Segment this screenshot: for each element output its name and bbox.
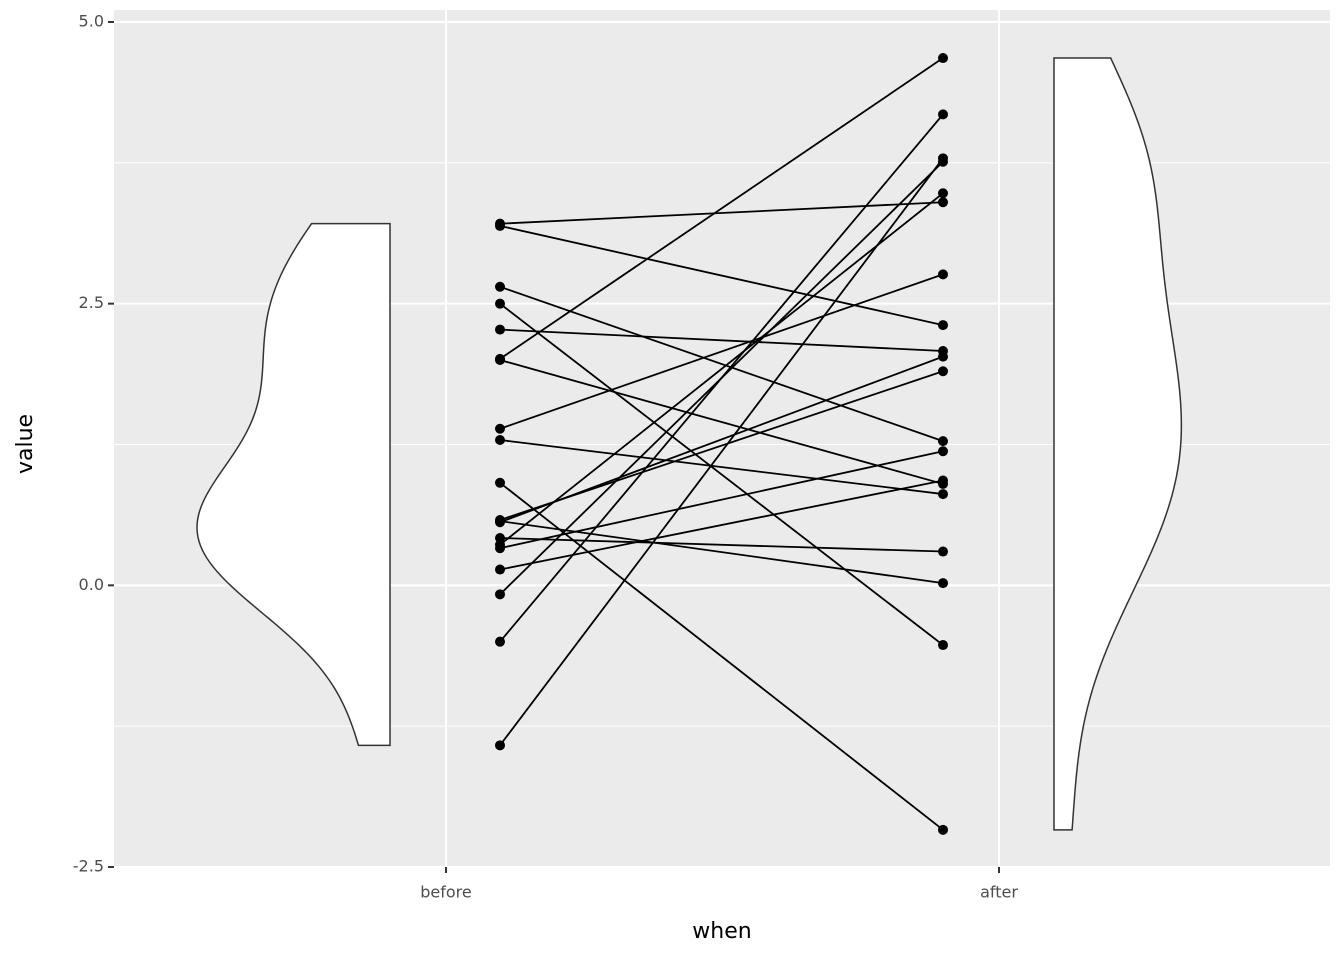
point xyxy=(938,446,948,457)
pair-line xyxy=(499,192,944,546)
point xyxy=(495,564,505,575)
pair-line xyxy=(499,285,944,442)
pair-line xyxy=(499,450,944,550)
point xyxy=(938,269,948,280)
point xyxy=(938,824,948,835)
pair-line xyxy=(499,355,944,524)
point xyxy=(938,188,948,199)
point xyxy=(938,436,948,447)
pair-line xyxy=(499,537,944,553)
point xyxy=(938,366,948,377)
point xyxy=(938,489,948,500)
pair-line xyxy=(499,225,944,326)
y-tick-label: 5.0 xyxy=(79,12,104,31)
point xyxy=(938,109,948,120)
x-axis-title: when xyxy=(692,919,751,944)
pair-line xyxy=(499,328,944,352)
point xyxy=(495,324,505,335)
point xyxy=(495,740,505,751)
point xyxy=(938,53,948,64)
point xyxy=(938,351,948,362)
point xyxy=(938,475,948,486)
pair-line xyxy=(499,113,944,643)
point xyxy=(495,281,505,292)
pair-line xyxy=(499,359,944,485)
point xyxy=(938,640,948,651)
point xyxy=(938,578,948,589)
y-tick-label: 0.0 xyxy=(79,575,104,594)
point xyxy=(495,636,505,647)
point xyxy=(495,298,505,309)
point xyxy=(938,546,948,557)
y-tick-label: 2.5 xyxy=(79,293,104,312)
y-axis-title: value xyxy=(13,414,38,474)
point xyxy=(938,197,948,208)
violin xyxy=(1053,57,1183,831)
y-tick-label: -2.5 xyxy=(73,857,104,876)
violin xyxy=(196,222,391,747)
pair-line xyxy=(499,273,944,430)
point xyxy=(495,517,505,528)
point xyxy=(938,320,948,331)
point xyxy=(495,543,505,554)
point xyxy=(495,434,505,445)
pair-line xyxy=(499,57,944,360)
point xyxy=(495,423,505,434)
x-tick-label: before xyxy=(420,883,472,902)
pair-line xyxy=(499,157,944,746)
point xyxy=(495,355,505,365)
pair-line xyxy=(499,201,944,225)
point xyxy=(495,220,505,231)
x-tick-label: after xyxy=(980,883,1018,902)
point xyxy=(495,589,505,600)
pair-line xyxy=(499,439,944,495)
point xyxy=(938,153,948,164)
pair-line xyxy=(499,302,944,646)
point xyxy=(495,477,505,488)
